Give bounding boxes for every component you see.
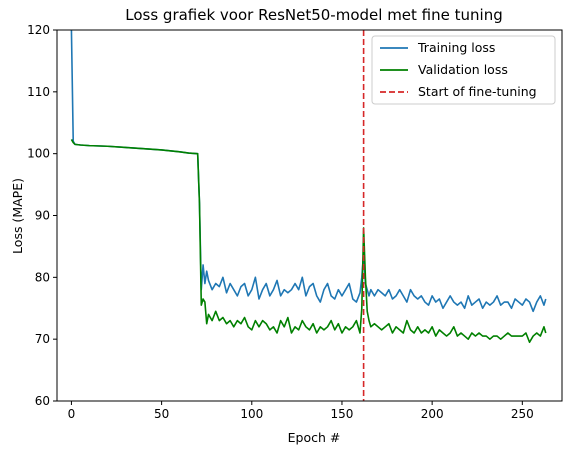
x-tick-label: 150 [331,407,354,421]
x-axis-label: Epoch # [288,430,341,445]
y-tick-label: 90 [35,209,50,223]
chart-title: Loss grafiek voor ResNet50-model met fin… [125,6,502,24]
y-axis-label: Loss (MAPE) [10,178,25,254]
x-tick-label: 200 [421,407,444,421]
legend-label: Start of fine-tuning [418,84,537,99]
axes: 0 50 100 150 200 250 60 70 80 90 100 110 120 [27,23,563,421]
series-line-validation-loss [70,139,547,344]
y-tick-label: 70 [35,332,50,346]
y-tick-label: 80 [35,270,50,284]
legend-box [371,35,556,105]
x-tick-label: 100 [240,407,263,421]
y-tick-label: 100 [27,147,50,161]
legend-label: Training loss [417,40,495,55]
legend: Training loss Validation loss Start of fin… [371,35,556,105]
legend-label: Validation loss [418,62,508,77]
x-tick-label: 50 [154,407,169,421]
x-tick-label: 250 [511,407,534,421]
series-line-training-loss [70,30,547,313]
y-tick-label: 110 [27,85,50,99]
x-tick-label: 0 [68,407,76,421]
y-tick-label: 120 [27,23,50,37]
y-tick-label: 60 [35,394,50,408]
